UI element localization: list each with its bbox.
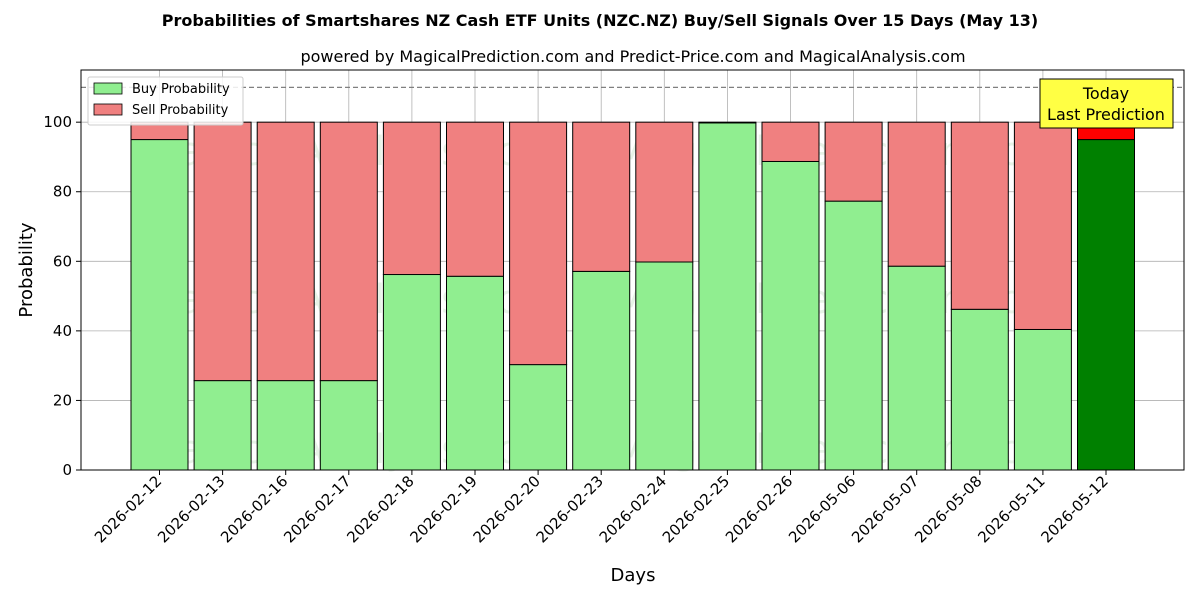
bar-sell: [761, 121, 820, 162]
x-tick-label: 2026-02-13: [154, 472, 228, 546]
y-tick-label: 60: [53, 252, 72, 270]
annotation-box: [1039, 78, 1174, 129]
x-tick-label: 2026-05-08: [911, 472, 985, 546]
today-annotation: Today Last Prediction: [1039, 78, 1174, 129]
bar-sell: [382, 121, 441, 276]
bar-sell: [319, 121, 378, 382]
bar-buy: [572, 270, 631, 471]
bar-buy: [824, 200, 883, 471]
chart-subtitle: powered by MagicalPrediction.com and Pre…: [300, 47, 965, 66]
bar-buy: [1077, 139, 1135, 471]
bar-sell: [193, 121, 252, 382]
bar-sell: [572, 121, 631, 272]
y-tick-label: 40: [53, 322, 72, 340]
x-tick-label: 2026-02-19: [406, 472, 480, 546]
x-tick-label: 2026-02-24: [596, 472, 670, 546]
legend-sell-swatch: [93, 103, 123, 116]
x-tick-label: 2026-02-18: [343, 472, 417, 546]
x-axis-label: Days: [611, 565, 656, 586]
bar-sell: [698, 121, 757, 124]
bar-sell: [950, 121, 1009, 310]
x-tick-label: 2026-02-26: [722, 472, 796, 546]
bar-buy: [1013, 328, 1072, 471]
legend: Buy Probability Sell Probability: [87, 76, 244, 126]
x-tick-label: 2026-02-17: [280, 472, 354, 546]
bar-sell: [824, 121, 883, 202]
bar-sell: [887, 121, 946, 267]
x-tick-label: 2026-02-20: [470, 472, 544, 546]
bars: [130, 121, 1135, 471]
y-axis: 0 20 40 60 80 100: [43, 113, 81, 479]
x-tick-label: 2026-02-12: [91, 472, 165, 546]
annotation-line2: Last Prediction: [1047, 105, 1165, 124]
legend-buy-swatch: [93, 82, 123, 95]
x-tick-label: 2026-02-23: [533, 472, 607, 546]
bar-sell: [1013, 121, 1072, 330]
bar-sell: [509, 121, 568, 366]
bar-buy: [193, 380, 252, 471]
legend-sell-label: Sell Probability: [132, 103, 229, 118]
annotation-line1: Today: [1082, 84, 1129, 103]
chart-title: Probabilities of Smartshares NZ Cash ETF…: [162, 11, 1038, 30]
bar-buy: [698, 122, 757, 471]
legend-box: [87, 76, 244, 126]
y-tick-label: 20: [53, 391, 72, 409]
y-tick-label: 100: [43, 113, 72, 131]
bar-buy: [319, 380, 378, 471]
bar-sell: [446, 121, 504, 277]
y-axis-label: Probability: [16, 222, 37, 317]
bar-buy: [446, 275, 504, 471]
x-tick-label: 2026-05-12: [1037, 472, 1111, 546]
bar-buy: [130, 139, 189, 471]
x-tick-label: 2026-05-07: [848, 472, 922, 546]
plot-frame: [80, 69, 1185, 471]
y-tick-label: 80: [53, 183, 72, 201]
bar-buy: [950, 308, 1009, 471]
x-tick-label: 2026-02-16: [217, 472, 291, 546]
bar-buy: [256, 380, 315, 471]
x-axis: 2026-02-122026-02-132026-02-162026-02-17…: [91, 470, 1112, 546]
bar-buy: [761, 160, 820, 471]
x-tick-label: 2026-02-25: [659, 472, 733, 546]
x-tick-label: 2026-05-11: [974, 472, 1048, 546]
bar-buy: [509, 364, 568, 471]
x-tick-label: 2026-05-06: [785, 472, 859, 546]
bar-sell: [635, 121, 694, 263]
legend-buy-label: Buy Probability: [132, 82, 230, 97]
y-tick-label: 0: [62, 461, 72, 479]
bar-buy: [635, 261, 694, 471]
bar-sell: [256, 121, 315, 382]
bar-buy: [887, 265, 946, 471]
bar-buy: [382, 274, 441, 471]
